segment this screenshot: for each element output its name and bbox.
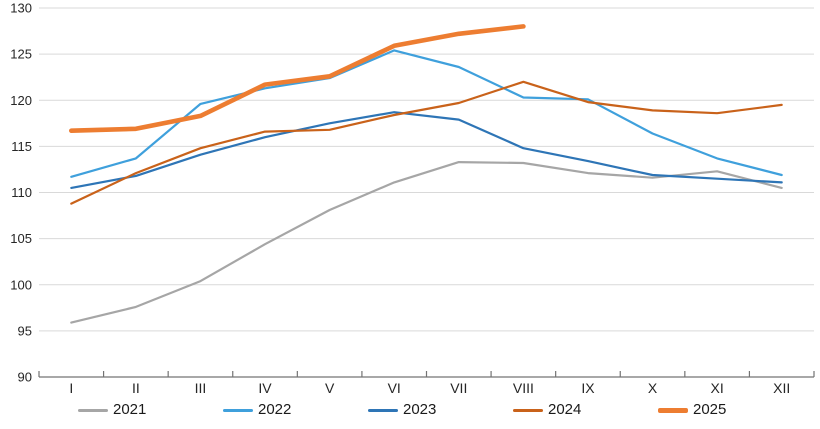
legend-item-2025: 2025 (658, 399, 726, 421)
legend-line-swatch-icon (78, 408, 108, 412)
y-axis-tick-label: 125 (10, 47, 32, 62)
y-axis-tick-label: 105 (10, 231, 32, 246)
legend-line-swatch-icon (658, 407, 688, 413)
x-axis-tick-label: II (132, 380, 140, 396)
legend-item-2024: 2024 (513, 399, 581, 421)
series-line-2021 (70, 161, 783, 324)
y-axis-tick-label: 120 (10, 93, 32, 108)
y-axis-tick-label: 90 (18, 370, 32, 385)
x-axis-tick-label: XI (711, 380, 724, 396)
series-line-2025 (69, 24, 526, 133)
series-line-2023 (70, 111, 783, 189)
x-axis-tick-label: VI (388, 380, 401, 396)
y-axis-tick-label: 110 (11, 185, 32, 200)
legend-line-swatch-icon (368, 408, 398, 412)
legend-label: 2023 (403, 401, 437, 418)
legend-line-swatch-icon (513, 408, 543, 412)
x-axis-tick-label: IX (581, 380, 595, 396)
legend-item-2022: 2022 (223, 399, 291, 421)
x-axis-tick-label: V (325, 380, 335, 396)
legend-line-swatch-icon (223, 408, 253, 412)
legend-item-2023: 2023 (368, 399, 436, 421)
y-axis-tick-label: 130 (10, 1, 32, 16)
series-line-2024 (70, 80, 783, 205)
x-axis-tick-label: VII (450, 380, 467, 396)
x-axis-tick-label: X (648, 380, 658, 396)
x-axis-tick-label: XII (773, 380, 790, 396)
x-axis-tick-label: IV (258, 380, 272, 396)
chart-legend: 2021 2022 2023 2024 2025 (0, 399, 820, 423)
x-axis-tick-label: I (69, 380, 73, 396)
y-axis-tick-label: 115 (11, 139, 32, 154)
series-line-2022 (70, 49, 783, 178)
y-axis-tick-label: 100 (10, 277, 32, 292)
legend-label: 2021 (113, 401, 147, 418)
legend-label: 2024 (548, 401, 582, 418)
legend-label: 2025 (693, 401, 727, 418)
legend-item-2021: 2021 (78, 399, 146, 421)
x-axis-tick-label: III (195, 380, 207, 396)
legend-label: 2022 (258, 401, 292, 418)
y-axis-tick-label: 95 (18, 323, 32, 338)
x-axis-tick-label: VIII (513, 380, 534, 396)
